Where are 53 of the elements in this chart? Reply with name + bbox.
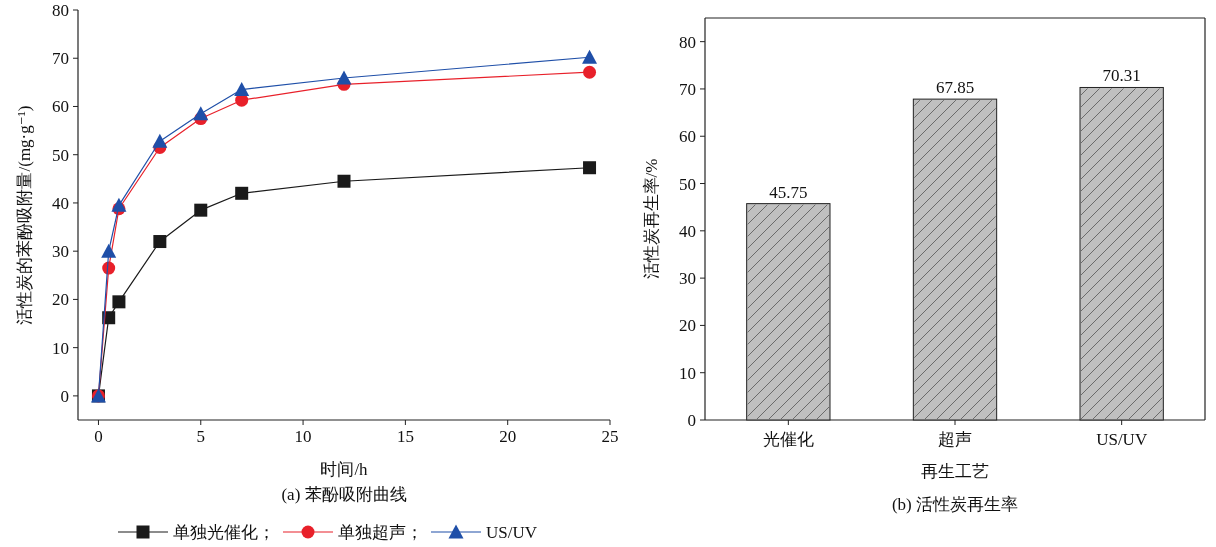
y-tick-label: 10 xyxy=(679,363,696,383)
point xyxy=(582,49,598,64)
point xyxy=(583,161,597,175)
x-tick-label: 10 xyxy=(294,427,312,446)
y-tick-label: 80 xyxy=(52,1,69,20)
y-tick-label: 70 xyxy=(679,79,696,99)
point xyxy=(234,82,250,97)
y-tick-label: 20 xyxy=(52,290,69,310)
y-tick-label: 20 xyxy=(679,316,696,336)
point xyxy=(337,174,351,188)
y-tick-label: 0 xyxy=(687,411,696,430)
y-tick-label: 60 xyxy=(52,97,69,117)
point xyxy=(194,203,208,217)
data-label: 67.85 xyxy=(935,78,975,98)
x-tick-label: US/UV xyxy=(1096,430,1148,449)
y-tick-label: 70 xyxy=(52,49,69,69)
point xyxy=(336,70,352,85)
legend-label: 单独光催化； xyxy=(173,523,275,542)
text: (a) 苯酚吸附曲线 xyxy=(281,485,407,504)
x-axis-title: 再生工艺 xyxy=(921,462,989,481)
y-tick-label: 50 xyxy=(679,174,696,194)
legend-label: 单独超声； xyxy=(338,523,423,542)
x-axis-title: 时间/h xyxy=(320,460,369,479)
y-tick-label: 30 xyxy=(679,269,696,289)
y-tick-label: 50 xyxy=(52,145,69,165)
y-tick-label: 80 xyxy=(679,32,696,52)
point xyxy=(111,197,127,212)
y-axis-title: 活性炭的苯酚吸附量/(mg·g⁻¹) xyxy=(15,105,34,325)
y-tick-label: 30 xyxy=(52,242,69,262)
x-tick-label: 20 xyxy=(499,427,517,446)
y-tick-label: 40 xyxy=(52,193,69,213)
data-label: 70.31 xyxy=(1102,66,1141,86)
x-tick-label: 0 xyxy=(94,427,103,446)
y-tick-label: 40 xyxy=(679,221,696,241)
y-tick-label: 0 xyxy=(60,386,69,406)
y-axis-title: 活性炭再生率/% xyxy=(642,158,661,280)
point xyxy=(112,295,126,309)
data-label: 45.75 xyxy=(769,182,808,202)
legend-label: US/UV xyxy=(486,523,538,542)
x-tick-label: 超声 xyxy=(938,430,972,449)
point xyxy=(101,243,117,258)
point xyxy=(235,186,249,200)
x-tick-label: 光催化 xyxy=(762,430,814,449)
x-tick-label: 5 xyxy=(196,427,206,446)
point xyxy=(152,133,168,148)
point xyxy=(583,65,597,79)
point xyxy=(153,235,167,249)
x-tick-label: 25 xyxy=(601,427,619,446)
y-tick-label: 10 xyxy=(52,338,69,358)
y-tick-label: 60 xyxy=(679,127,696,147)
point xyxy=(193,106,209,121)
text: (b) 活性炭再生率 xyxy=(891,495,1019,514)
x-tick-label: 15 xyxy=(396,427,414,446)
